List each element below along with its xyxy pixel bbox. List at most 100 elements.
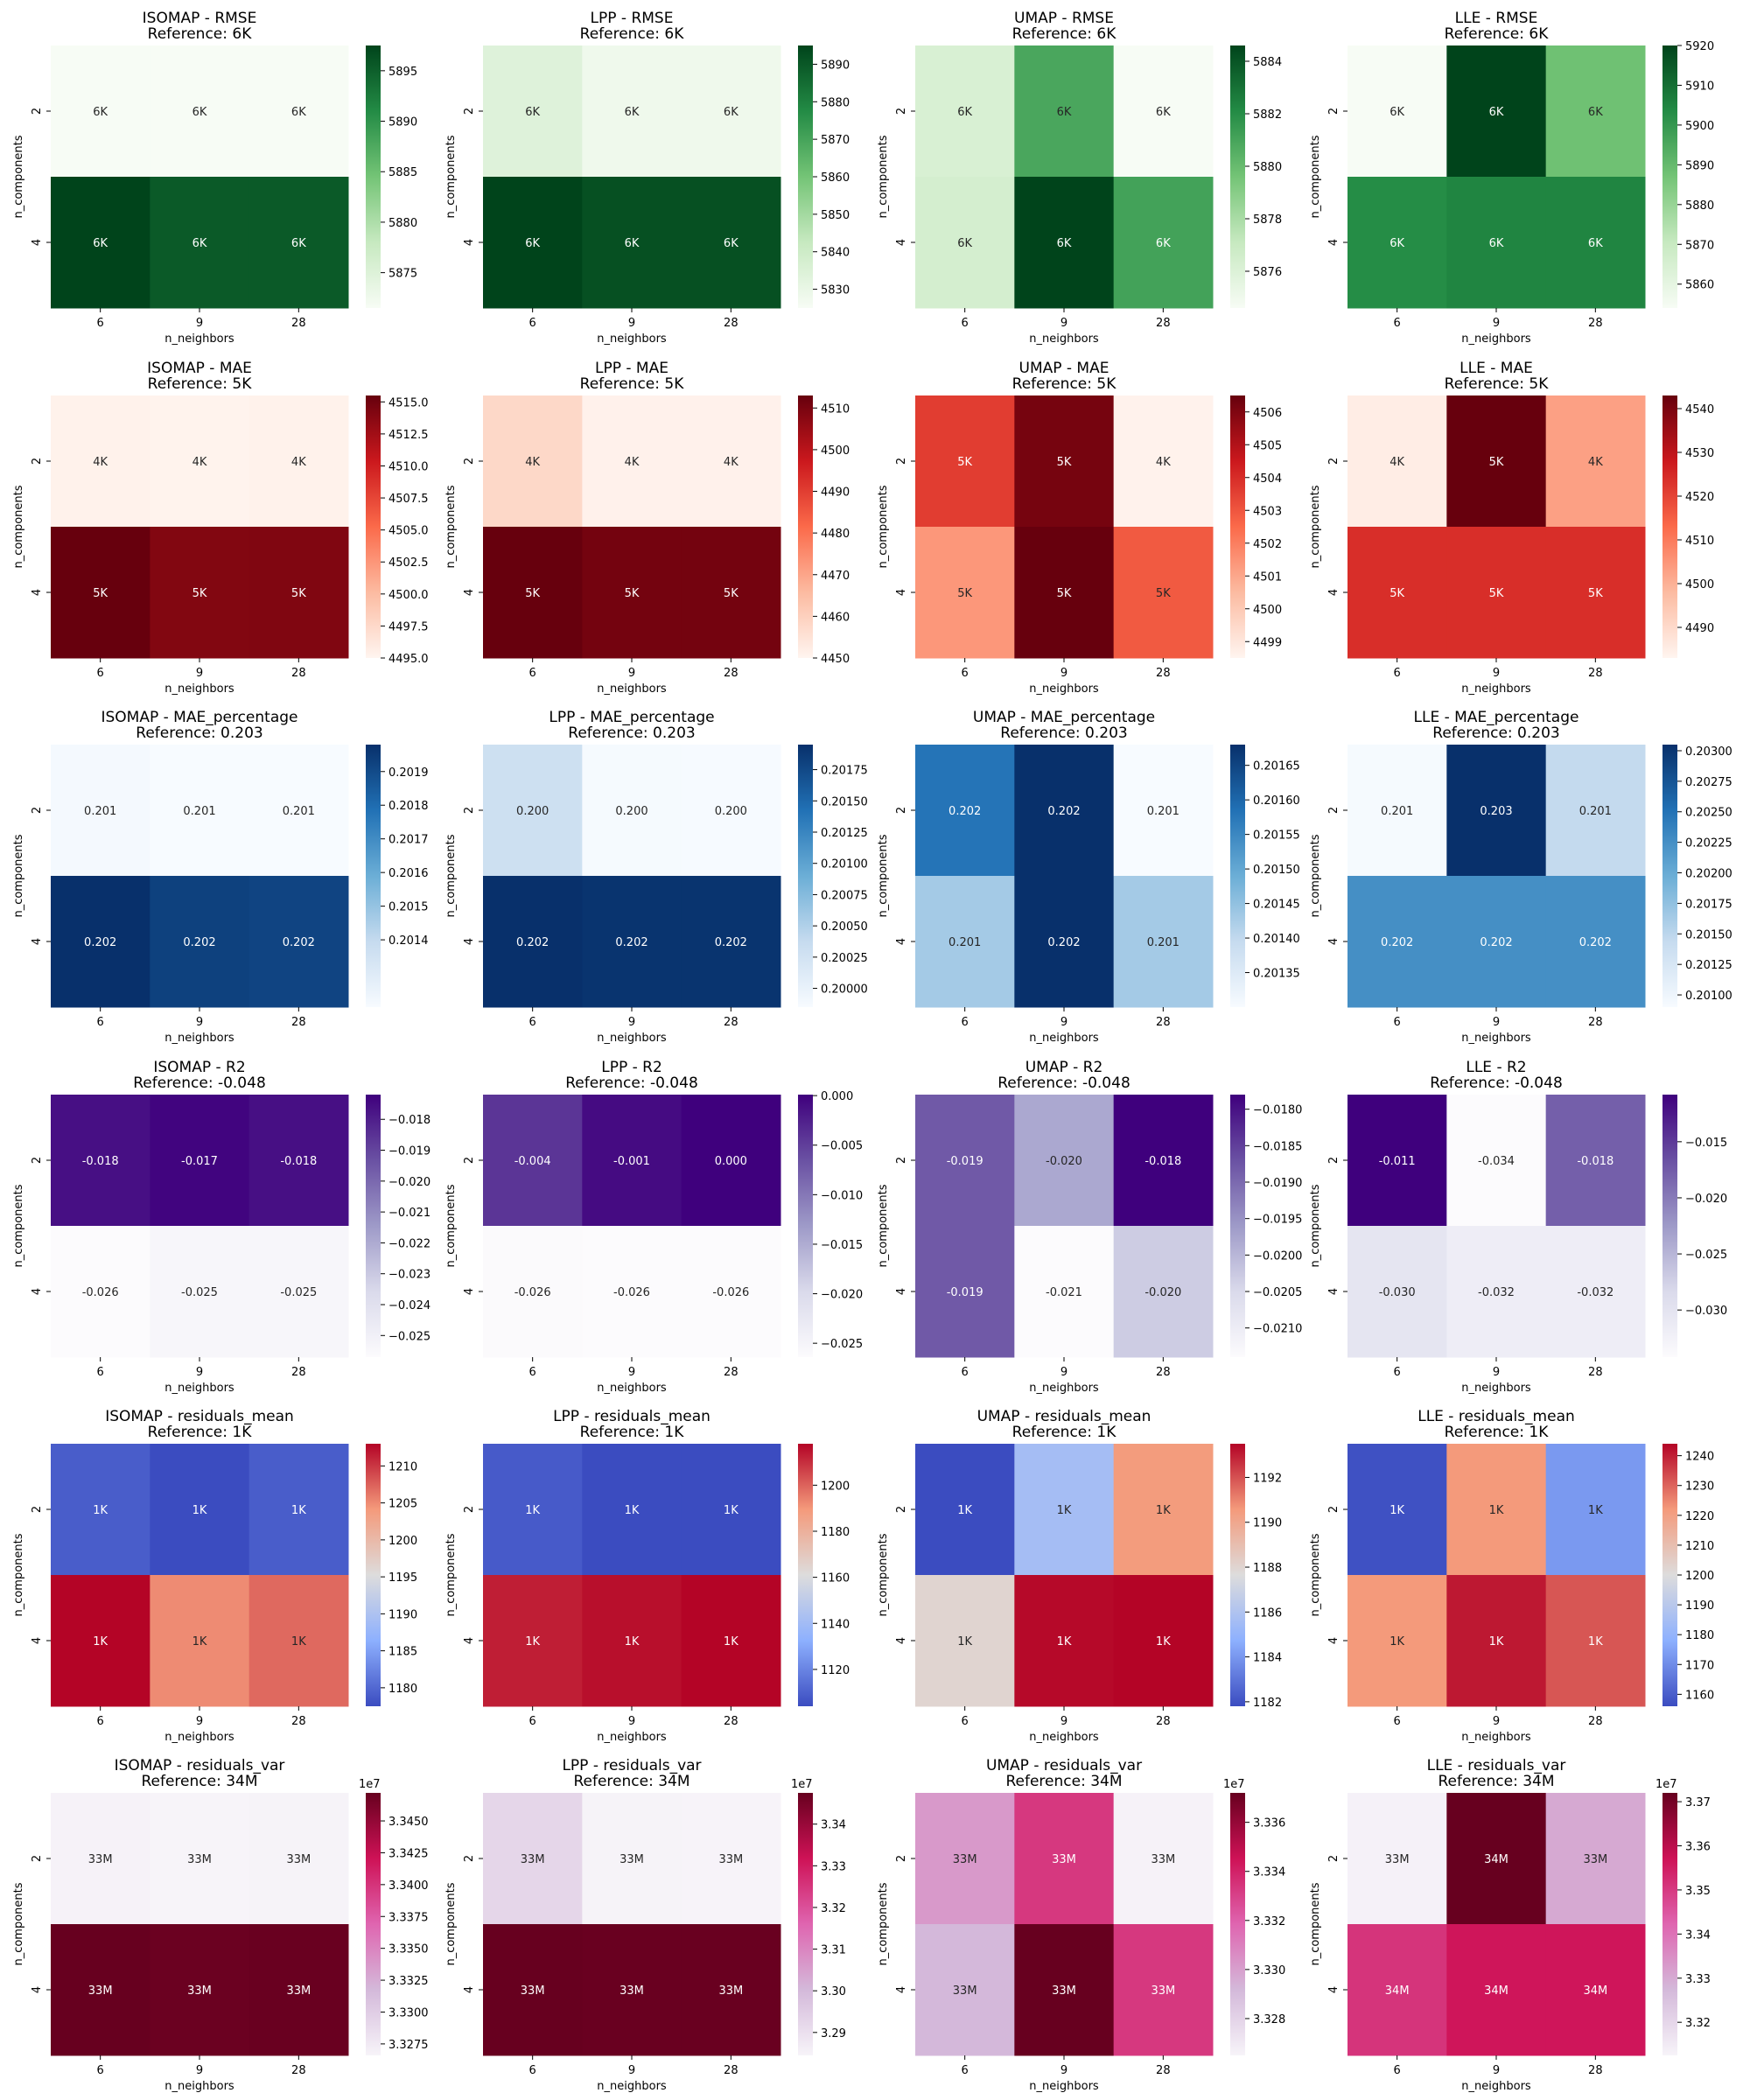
cell-annotation: 1K [724,1635,738,1648]
panel-title: LLE - residuals_mean [1418,1408,1575,1425]
cell-annotation: 0.202 [615,936,648,949]
colorbar-tick-label: 0.20145 [1253,899,1300,912]
cell-annotation: 33M [1151,1853,1175,1866]
colorbar-tick-label: 4510 [821,402,850,416]
panel-title: LPP - RMSE [591,10,674,27]
y-axis-label: n_components [877,834,890,917]
heatmap-cell [915,876,1015,1008]
cell-annotation: -0.026 [613,1286,650,1299]
x-tick-label: 9 [628,1366,635,1379]
colorbar-tick-label: 1182 [1253,1697,1282,1710]
x-axis-label: n_neighbors [1461,682,1531,696]
cell-annotation: 5K [1057,587,1072,600]
panel-subtitle: Reference: 6K [1445,25,1550,43]
panel-subtitle: Reference: -0.048 [133,1074,266,1092]
heatmap-cell [1545,527,1646,659]
cell-annotation: 5K [291,587,306,600]
colorbar-tick-label: 5870 [821,134,850,147]
colorbar-tick-label: 4495.0 [388,653,429,666]
cell-annotation: 33M [521,1984,545,1998]
x-tick-label: 6 [1394,667,1401,680]
y-tick-label: 2 [1327,1506,1340,1513]
colorbar-tick-label: 0.20125 [1685,959,1732,972]
y-axis-label: n_components [1309,135,1322,218]
colorbar-tick-label: 0.20000 [821,984,868,997]
colorbar-tick-label: 5870 [1685,239,1714,252]
y-axis-label: n_components [444,834,458,917]
colorbar-tick-label: 0.20175 [821,765,868,778]
panel-title: LPP - residuals_mean [553,1408,710,1425]
cell-annotation: 33M [187,1853,212,1866]
cell-annotation: 33M [88,1984,113,1998]
colorbar-tick-label: 0.20275 [1685,776,1732,789]
heatmap-cell [248,527,349,659]
colorbar-tick-label: 0.20160 [1253,794,1300,808]
colorbar-tick-label: 1180 [388,1683,417,1696]
colorbar [366,1444,381,1706]
colorbar-exponent: 1e7 [359,1778,381,1791]
x-tick-label: 9 [1493,1016,1500,1029]
heatmap-cell [1348,1575,1447,1707]
y-axis-label: n_components [1309,1184,1322,1267]
y-tick-label: 4 [463,1637,476,1644]
heatmap-cell [150,527,250,659]
x-axis-label: n_neighbors [1029,1731,1099,1744]
colorbar-tick-label: 3.32 [821,1902,846,1915]
panel-title: ISOMAP - R2 [153,1059,245,1076]
heatmap-cell [582,745,682,877]
colorbar-tick-label: 1180 [821,1526,850,1539]
x-tick-label: 9 [628,1016,635,1029]
heatmap-cell [51,396,150,528]
colorbar-tick-label: 3.37 [1685,1796,1711,1810]
panel-subtitle: Reference: 5K [580,375,685,393]
x-axis-label: n_neighbors [597,682,667,696]
colorbar-tick-label: 5860 [1685,279,1714,292]
cell-annotation: -0.017 [181,1155,218,1168]
x-tick-label: 6 [1394,1715,1401,1728]
colorbar-tick-label: 3.33 [821,1860,846,1873]
heatmap-cell [248,1095,349,1227]
colorbar-tick-label: 3.3300 [388,2006,429,2020]
colorbar-tick-label: 5882 [1253,108,1282,122]
colorbar-tick-label: 1210 [1685,1540,1714,1553]
colorbar-exponent: 1e7 [1656,1778,1677,1791]
colorbar-tick-label: 0.2016 [388,867,429,880]
colorbar [1662,46,1677,308]
cell-annotation: 6K [192,106,207,119]
colorbar-tick-label: 0.20135 [1253,968,1300,981]
colorbar-tick-label: 4470 [821,570,850,583]
x-tick-label: 28 [1588,1366,1603,1379]
panel-subtitle: Reference: 6K [580,25,685,43]
x-tick-label: 9 [196,317,203,330]
heatmap-cell [483,527,583,659]
cell-annotation: 0.201 [948,936,981,949]
cell-annotation: 1K [1156,1635,1171,1648]
y-axis-label: n_components [1309,1882,1322,1965]
x-axis-label: n_neighbors [164,1731,234,1744]
colorbar [1230,46,1245,308]
panel-title: LLE - residuals_var [1427,1757,1566,1774]
panel-title: UMAP - MAE_percentage [973,709,1155,726]
cell-annotation: 1K [1156,1504,1171,1517]
colorbar-tick-label: 5900 [1685,120,1714,133]
heatmap-cell [1014,1226,1115,1358]
y-tick-label: 2 [895,1855,908,1862]
colorbar-tick-label: 4502.5 [388,556,429,570]
colorbar-tick-label: 3.3275 [388,2039,429,2052]
cell-annotation: -0.018 [1577,1155,1614,1168]
colorbar-tick-label: 0.2015 [388,901,429,914]
cell-annotation: 6K [93,106,108,119]
x-tick-label: 28 [1156,1366,1171,1379]
cell-annotation: 0.200 [516,805,549,818]
heatmap-cell [51,527,150,659]
cell-annotation: 33M [1151,1984,1175,1998]
x-axis-label: n_neighbors [1461,2080,1531,2093]
x-tick-label: 28 [1156,317,1171,330]
cell-annotation: 1K [525,1504,540,1517]
y-tick-label: 4 [463,589,476,596]
